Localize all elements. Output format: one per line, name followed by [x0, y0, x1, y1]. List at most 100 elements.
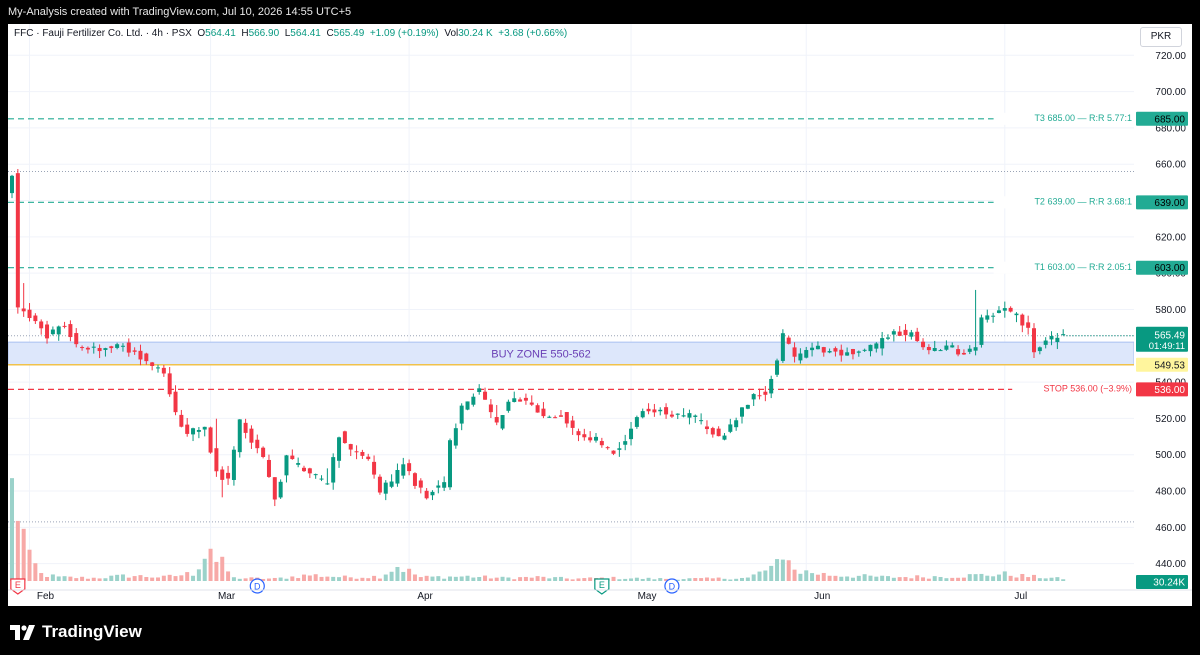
volume-bar	[991, 576, 996, 581]
candle	[862, 348, 867, 352]
candle-body	[109, 346, 114, 349]
volume-bar	[558, 576, 563, 581]
price-axis-layer: 720.00700.00680.00660.00640.00620.00600.…	[1134, 24, 1192, 606]
candle	[68, 320, 73, 342]
volume-bar	[897, 577, 902, 581]
candle-body	[196, 429, 201, 432]
candle-body	[138, 350, 143, 360]
candle	[757, 388, 762, 400]
candle	[804, 346, 809, 359]
tradingview-logo[interactable]: TradingView	[10, 622, 142, 642]
legend-symbol[interactable]: FFC · Fauji Fertilizer Co. Ltd. · 4h · P…	[14, 28, 192, 39]
candle-body	[915, 331, 920, 342]
volume-bar	[284, 578, 289, 581]
chart-frame[interactable]: BUY ZONE 550-562 T3 685.00 — R:R 5.77:1 T…	[8, 24, 1192, 606]
time-tick-label: May	[638, 591, 657, 602]
symbol-legend[interactable]: FFC · Fauji Fertilizer Co. Ltd. · 4h · P…	[14, 28, 567, 39]
volume-bar	[173, 576, 178, 581]
t3-level-label: T3 685.00 — R:R 5.77:1	[1034, 113, 1132, 123]
volume-bar	[921, 577, 926, 581]
dividend-marker[interactable]: D	[664, 578, 680, 594]
candle	[494, 405, 499, 426]
volume-bar	[296, 578, 301, 581]
volume-bar	[208, 548, 213, 581]
candle	[979, 314, 984, 348]
volume-bar	[1014, 577, 1019, 581]
candle	[815, 341, 820, 350]
t3-price-tag-background	[1136, 111, 1188, 126]
candle	[319, 475, 324, 482]
candle-body	[191, 428, 196, 435]
volume-bar	[500, 576, 505, 581]
candle-body	[740, 407, 744, 417]
candle	[529, 395, 534, 407]
candle-body	[897, 331, 902, 336]
volume-bar	[185, 572, 190, 581]
volume-bar	[839, 576, 844, 581]
candle-body	[810, 347, 815, 351]
volume-bar	[728, 579, 733, 581]
candle	[348, 443, 353, 457]
volume-bar	[868, 575, 873, 581]
candle	[424, 488, 429, 500]
volume-bar	[231, 577, 236, 581]
volume-bar	[138, 575, 143, 581]
volume-bar	[45, 576, 50, 581]
candle	[459, 403, 464, 431]
volume-bar	[693, 578, 698, 581]
candle-body	[716, 428, 721, 437]
volume-bar	[985, 575, 990, 581]
legend-high: 566.90	[248, 28, 280, 39]
volume-bar	[710, 578, 715, 581]
candle	[664, 403, 669, 419]
volume-bar	[973, 574, 978, 581]
candle	[594, 433, 598, 443]
candle	[325, 468, 330, 485]
price-chart[interactable]: BUY ZONE 550-562 T3 685.00 — R:R 5.77:1T…	[8, 24, 1192, 606]
candle-body	[996, 310, 1001, 313]
candle	[296, 457, 301, 468]
volume-bar	[1026, 577, 1031, 581]
volume-bar	[360, 577, 365, 581]
candle-body	[558, 415, 563, 417]
earnings-marker[interactable]: E	[594, 578, 610, 595]
price-tick-label: 500.00	[1155, 450, 1186, 461]
candle	[961, 349, 966, 355]
buy-zone-price-tag-background	[1136, 357, 1188, 372]
candle	[506, 399, 511, 413]
level-label-backdrop	[993, 261, 1134, 274]
volume-bar	[272, 577, 277, 581]
candle-body	[833, 348, 838, 352]
volume-bar	[903, 577, 908, 581]
volume-bar	[833, 575, 838, 581]
candle	[909, 329, 914, 340]
candle	[255, 434, 260, 454]
earnings-marker[interactable]: E	[10, 578, 26, 595]
candle-body	[290, 455, 295, 460]
candle-body	[576, 431, 581, 436]
candle	[471, 393, 476, 407]
candle	[412, 472, 417, 489]
candle-body	[839, 349, 844, 356]
price-tick-label: 460.00	[1155, 523, 1186, 534]
level-label-backdrop	[1012, 383, 1134, 396]
candle-body	[599, 441, 604, 446]
candle	[722, 433, 727, 441]
volume-bar	[1049, 577, 1054, 581]
dividend-marker[interactable]: D	[249, 578, 265, 594]
volume-bar	[588, 577, 593, 581]
currency-button[interactable]: PKR	[1140, 27, 1182, 47]
volume-bar	[1020, 573, 1025, 581]
volume-bar	[506, 577, 511, 581]
candle-body	[880, 338, 885, 349]
candle-body	[792, 347, 797, 357]
candle	[1026, 315, 1031, 335]
buy-zone-price-tag: 549.53	[1154, 360, 1185, 371]
volume-bar	[56, 576, 61, 581]
volume-bar	[827, 575, 832, 581]
candle-body	[488, 404, 493, 413]
candle-body	[798, 353, 803, 361]
candle-body	[921, 341, 926, 348]
volume-bar	[874, 576, 879, 581]
candle	[272, 477, 277, 507]
